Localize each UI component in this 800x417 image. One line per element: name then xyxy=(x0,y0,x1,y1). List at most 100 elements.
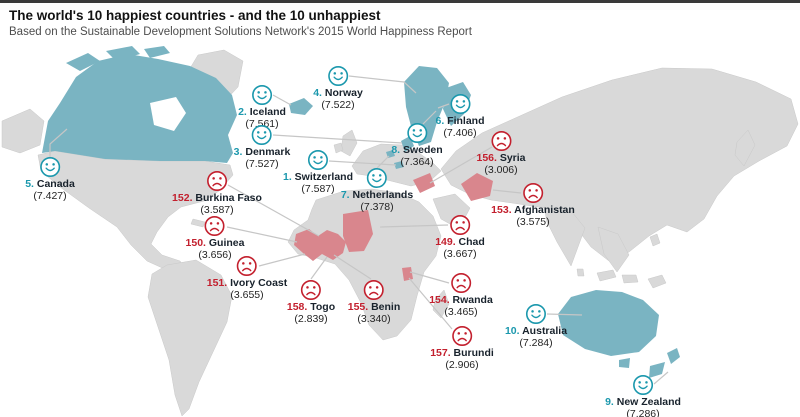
country-rank: 156. xyxy=(476,152,497,164)
country-name: Benin xyxy=(371,301,401,313)
country-name: Afghanistan xyxy=(514,204,575,216)
frowny-icon xyxy=(301,280,321,300)
landmass-new-guinea xyxy=(647,274,667,289)
smiley-icon xyxy=(633,375,653,395)
landmass-indonesia-2 xyxy=(621,274,639,284)
smiley-icon xyxy=(450,94,470,114)
landmass-alaska xyxy=(1,108,45,154)
smiley-icon xyxy=(307,150,328,170)
country-score: (3.587) xyxy=(200,204,234,216)
country-rank: 5. xyxy=(25,178,34,190)
connector-denmark xyxy=(272,134,403,144)
country-name: Australia xyxy=(522,325,568,337)
country-score: (7.561) xyxy=(245,118,279,130)
country-name: Rwanda xyxy=(452,294,493,306)
country-syria xyxy=(413,173,435,193)
connector-lines xyxy=(49,75,669,385)
country-label-sweden: 8. Sweden (7.364) xyxy=(391,122,443,168)
country-label-iceland: 2. Iceland (7.561) xyxy=(238,84,286,130)
country-label-netherlands: 7. Netherlands (7.378) xyxy=(341,167,413,213)
country-label-burkina-faso: 152. Burkina Faso (3.587) xyxy=(172,170,262,216)
country-name: Syria xyxy=(499,152,526,164)
country-australia xyxy=(558,290,659,356)
landmass-asia xyxy=(440,67,799,262)
frowny-icon xyxy=(206,171,227,191)
landmass-japan xyxy=(734,129,756,167)
country-label-togo: 158. Togo (2.839) xyxy=(287,279,335,325)
country-rank: 152. xyxy=(172,192,193,204)
connector-new-zealand xyxy=(653,371,669,385)
landmass-caribbean xyxy=(190,218,206,228)
header: The world's 10 happiest countries - and … xyxy=(9,8,472,39)
frowny-icon xyxy=(451,326,472,346)
country-label-chad: 149. Chad (3.667) xyxy=(435,214,485,260)
country-name: Denmark xyxy=(245,146,291,158)
landmass-indochina xyxy=(597,226,630,273)
smiley-icon xyxy=(328,66,348,86)
country-rank: 7. xyxy=(340,189,350,201)
country-name: New Zealand xyxy=(616,396,681,408)
country-label-burundi: 157. Burundi (2.906) xyxy=(430,325,494,371)
connector-canada xyxy=(49,128,68,157)
smiley-icon xyxy=(407,123,427,143)
country-label-benin: 155. Benin (3.340) xyxy=(348,279,401,325)
country-label-denmark: 3. Denmark (7.527) xyxy=(234,124,291,170)
country-rank: 157. xyxy=(430,347,451,359)
connector-netherlands xyxy=(376,155,390,169)
country-new-zealand-south xyxy=(649,362,665,378)
country-switzerland xyxy=(394,161,404,169)
country-score: (7.587) xyxy=(301,183,335,195)
country-name: Switzerland xyxy=(294,171,354,183)
country-canada-arctic-1 xyxy=(66,53,100,71)
landmass-indonesia-1 xyxy=(596,269,617,282)
country-name: Ivory Coast xyxy=(230,277,288,289)
country-label-switzerland: 1. Switzerland (7.587) xyxy=(283,149,353,195)
country-score: (3.655) xyxy=(230,289,264,301)
frowny-icon xyxy=(364,280,384,300)
connector-chad xyxy=(379,224,449,228)
connector-burkina-faso xyxy=(227,184,320,237)
country-afghanistan xyxy=(461,173,493,201)
country-name: Canada xyxy=(36,178,75,190)
hudson-bay xyxy=(150,97,186,131)
connector-togo xyxy=(310,256,328,280)
smiley-icon xyxy=(251,125,272,145)
country-chad xyxy=(343,210,373,252)
country-label-syria: 156. Syria (3.006) xyxy=(476,130,526,176)
smiley-icon xyxy=(252,85,272,105)
country-score: (3.656) xyxy=(198,249,232,261)
country-rank: 10. xyxy=(504,325,520,337)
landmass-sri-lanka xyxy=(576,268,585,277)
frowny-icon xyxy=(236,256,257,276)
country-score: (7.284) xyxy=(519,337,553,349)
country-rank: 8. xyxy=(391,144,401,156)
frowny-icon xyxy=(204,216,225,236)
country-score: (7.286) xyxy=(626,408,660,417)
country-name: Iceland xyxy=(249,106,286,118)
country-canada-arctic-3 xyxy=(144,46,170,58)
frowny-icon xyxy=(522,183,543,203)
page-subtitle: Based on the Sustainable Development Sol… xyxy=(9,26,472,38)
connector-finland xyxy=(437,103,450,109)
connector-guinea xyxy=(226,226,298,243)
country-score: (7.406) xyxy=(443,127,477,139)
country-name: Guinea xyxy=(208,237,245,249)
country-name: Sweden xyxy=(403,144,443,156)
country-label-new-zealand: 9. New Zealand (7.286) xyxy=(605,374,681,417)
country-rank: 154. xyxy=(429,294,450,306)
country-rank: 150. xyxy=(185,237,206,249)
country-score: (3.575) xyxy=(516,216,550,228)
country-score: (2.839) xyxy=(294,313,328,325)
country-score: (3.340) xyxy=(357,313,391,325)
connector-australia xyxy=(546,313,583,316)
landmass-india xyxy=(543,206,586,267)
connector-rwanda xyxy=(409,271,450,284)
connector-benin xyxy=(333,254,372,280)
landmass-south-america xyxy=(147,259,233,417)
country-score: (7.527) xyxy=(245,158,279,170)
country-canada xyxy=(42,54,237,163)
frowny-icon xyxy=(451,273,471,293)
country-rank: 6. xyxy=(435,115,445,127)
landmass-philippines xyxy=(649,233,661,247)
